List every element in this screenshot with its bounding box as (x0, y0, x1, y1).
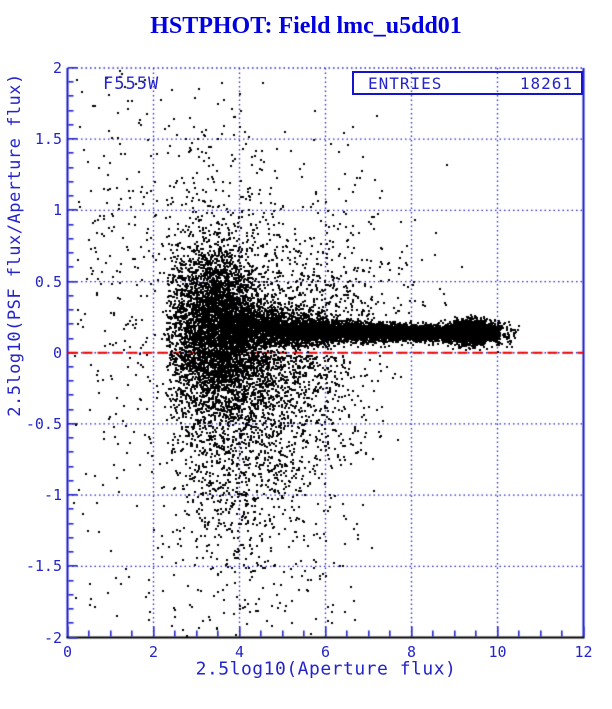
entries-box: ENTRIES 18261 (352, 71, 583, 95)
y-tick-label: -2 (43, 628, 62, 647)
x-tick-label: 4 (234, 643, 245, 661)
page-title: HSTPHOT: Field lmc_u5dd01 (150, 13, 462, 39)
x-tick-label: 12 (574, 643, 593, 661)
x-tick-label: 2 (148, 643, 159, 661)
y-tick-label: 1.5 (34, 130, 62, 149)
entries-box-label: ENTRIES (368, 73, 443, 93)
x-axis-label: 2.5log10(Aperture flux) (195, 658, 457, 680)
y-tick-label: 1 (52, 201, 62, 220)
x-tick-label: 6 (320, 643, 331, 661)
y-tick-label: 2 (52, 59, 62, 77)
y-tick-label: -0.5 (25, 414, 62, 433)
y-tick-label: -1.5 (25, 557, 62, 576)
y-tick-label: -1 (43, 486, 62, 505)
x-tick-label: 8 (406, 643, 417, 661)
x-tick-label: 0 (62, 643, 73, 661)
y-tick-label: 0.5 (34, 272, 62, 291)
y-axis-label: 2.5log10(PSF flux/Aperture flux) (5, 73, 25, 417)
x-tick-label: 10 (488, 643, 507, 661)
entries-box-value: 18261 (519, 73, 573, 93)
y-tick-label: 0 (52, 343, 62, 362)
filter-annotation: F555W (103, 74, 160, 94)
